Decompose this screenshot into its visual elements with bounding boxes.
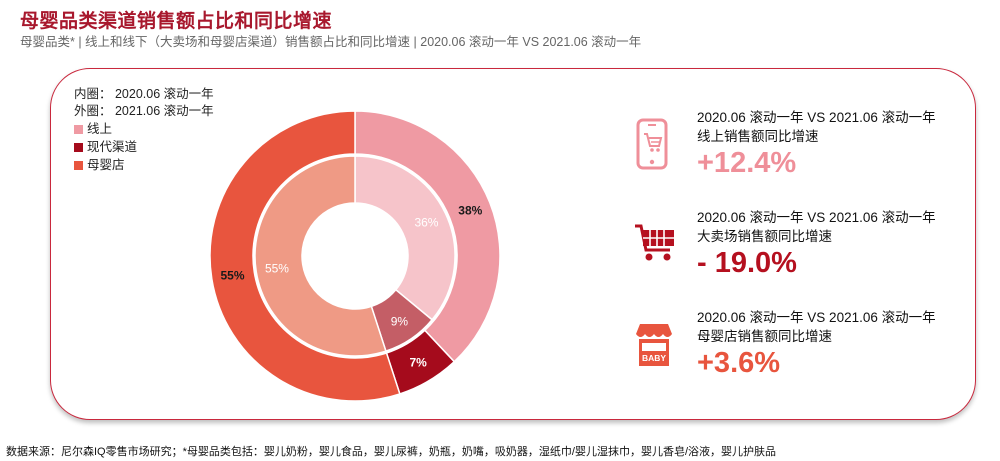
kpi-online-label: 线上销售额同比增速 [697,129,819,144]
legend-swatch-modern-channel [74,142,83,152]
source-footnote: 数据来源：尼尔森IQ零售市场研究；*母婴品类包括：婴儿奶粉，婴儿食品，婴儿尿裤，… [6,446,777,458]
kpi-online-value: +12.4% [697,147,797,179]
legend-item-baby-store: 母婴店 [74,156,214,174]
legend-item-modern-channel: 现代渠道 [74,138,214,156]
baby-store-icon: BABY [636,324,672,366]
legend: 内圈： 2020.06 滚动一年 外圈： 2021.06 滚动一年 线上 现代渠… [74,86,214,174]
chart-card [50,68,976,420]
legend-inner-label: 内圈： 2020.06 滚动一年 [74,87,214,101]
kpi-baby-store-value: +3.6% [697,347,781,379]
page-title: 母婴品类渠道销售额占比和同比增速 [20,11,333,32]
outer-ring-slice-online [354,110,501,363]
kpi-baby-store-label: 母婴店销售额同比增速 [697,329,832,344]
kpi-hypermarket-value: - 19.0% [697,247,797,279]
legend-item-label: 线上 [87,121,113,136]
kpi-online-period: 2020.06 滚动一年 VS 2021.06 滚动一年 [697,110,936,125]
legend-swatch-baby-store [74,160,83,170]
legend-swatch-online [74,124,83,134]
inner-ring-label-online: 36% [414,215,438,229]
legend-item-online: 线上 [74,120,214,138]
kpi-baby-store-period: 2020.06 滚动一年 VS 2021.06 滚动一年 [697,310,936,325]
shopping-cart-icon [635,224,674,261]
outer-ring-slice-baby-store [209,110,401,402]
phone-cart-icon [636,118,668,170]
page-subtitle: 母婴品类* | 线上和线下（大卖场和母婴店渠道）销售额占比和同比增速 | 202… [20,35,642,49]
inner-ring-slice-baby-store [254,155,387,357]
legend-outer-label: 外圈： 2021.06 滚动一年 [74,104,214,118]
kpi-hypermarket-period: 2020.06 滚动一年 VS 2021.06 滚动一年 [697,210,936,225]
inner-ring-slice-online [354,155,456,321]
legend-item-label: 现代渠道 [87,139,138,154]
legend-item-label: 母婴店 [87,157,125,172]
outer-ring-label-baby-store: 55% [221,268,245,282]
baby-store-icon-text: BABY [642,353,666,363]
inner-ring-label-modern-channel: 9% [391,314,409,328]
inner-ring-label-baby-store: 55% [265,261,289,275]
outer-ring-label-online: 38% [458,203,482,217]
kpi-hypermarket-label: 大卖场销售额同比增速 [697,229,832,244]
donut-chart: 36% 9% 55% 38% 7% 55% [209,110,501,402]
outer-ring-label-modern-channel: 7% [409,356,427,370]
